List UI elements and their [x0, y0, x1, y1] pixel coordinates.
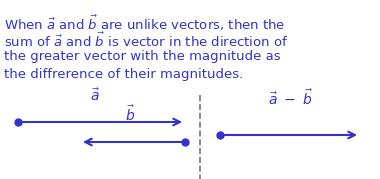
- Text: $\vec{b}$: $\vec{b}$: [125, 104, 135, 124]
- Text: $\vec{a}\ -\ \vec{b}$: $\vec{a}\ -\ \vec{b}$: [268, 88, 312, 108]
- Text: When $\vec{a}$ and $\vec{b}$ are unlike vectors, then the: When $\vec{a}$ and $\vec{b}$ are unlike …: [4, 14, 285, 33]
- Text: $\vec{a}$: $\vec{a}$: [90, 87, 100, 104]
- Text: sum of $\vec{a}$ and $\vec{b}$ is vector in the direction of: sum of $\vec{a}$ and $\vec{b}$ is vector…: [4, 32, 288, 50]
- Text: the diffrerence of their magnitudes.: the diffrerence of their magnitudes.: [4, 68, 243, 81]
- Text: the greater vector with the magnitude as: the greater vector with the magnitude as: [4, 50, 280, 63]
